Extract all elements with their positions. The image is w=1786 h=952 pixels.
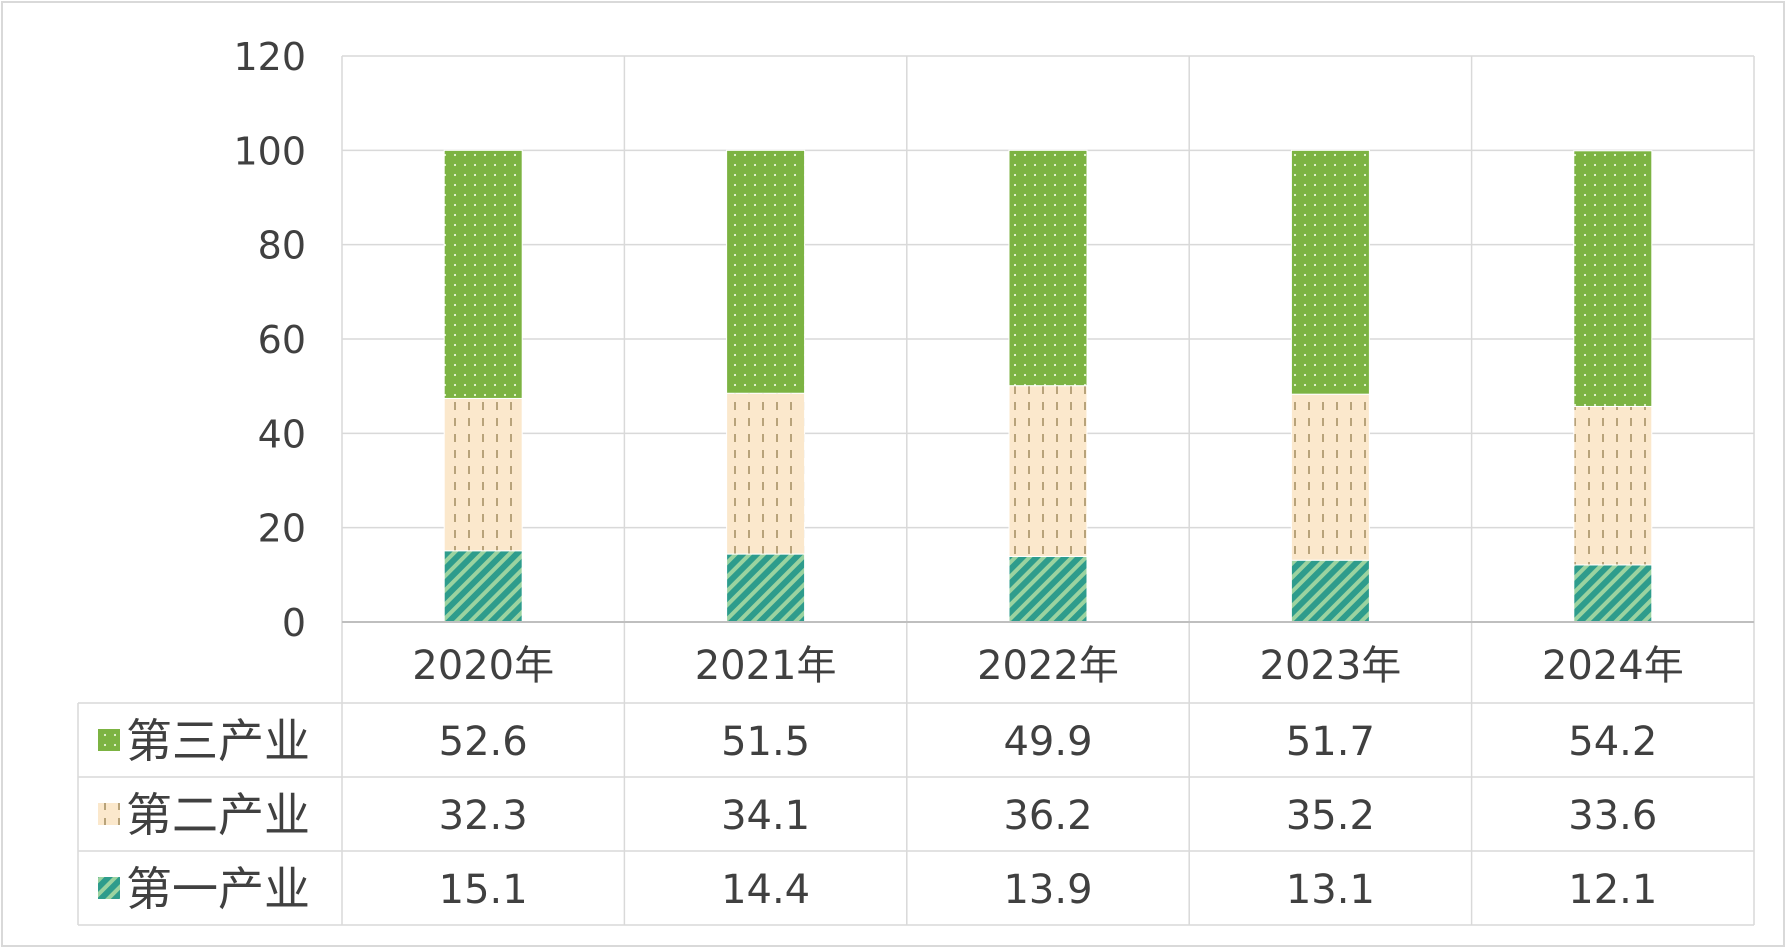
bar-segment — [1290, 559, 1370, 623]
bar-segment — [726, 149, 806, 394]
data-label: 13.1 — [1286, 867, 1375, 913]
bar-segment — [1008, 385, 1088, 557]
x-tick-label: 2022年 — [977, 643, 1119, 689]
y-tick-label: 20 — [258, 507, 306, 551]
bar-segment — [443, 397, 523, 552]
legend-swatch — [98, 877, 120, 899]
data-label: 52.6 — [439, 719, 528, 765]
y-tick-label: 120 — [233, 35, 306, 79]
legend-swatch — [98, 803, 120, 825]
legend-swatch — [98, 729, 120, 751]
data-label: 32.3 — [439, 793, 528, 839]
data-label: 51.7 — [1286, 719, 1375, 765]
data-label: 34.1 — [721, 793, 810, 839]
bar-segment — [726, 553, 806, 623]
data-label: 54.2 — [1568, 719, 1657, 765]
x-tick-label: 2020年 — [412, 643, 554, 689]
data-label: 35.2 — [1286, 793, 1375, 839]
bar-segment — [443, 149, 523, 399]
data-label: 36.2 — [1003, 793, 1092, 839]
bar-segment — [1573, 150, 1653, 407]
x-tick-label: 2023年 — [1260, 643, 1402, 689]
x-tick-label: 2021年 — [695, 643, 837, 689]
legend-series-name: 第一产业 — [126, 862, 310, 916]
data-label: 51.5 — [721, 719, 810, 765]
bar-segment — [1573, 564, 1653, 623]
legend-series-name: 第二产业 — [126, 788, 310, 842]
y-tick-label: 40 — [258, 412, 306, 456]
y-tick-label: 80 — [258, 224, 306, 268]
data-label: 13.9 — [1003, 867, 1092, 913]
bar-segment — [1573, 405, 1653, 566]
legend-series-name: 第三产业 — [126, 714, 310, 768]
data-label: 14.4 — [721, 867, 810, 913]
data-label: 15.1 — [439, 867, 528, 913]
bar-segment — [726, 392, 806, 555]
data-label: 49.9 — [1003, 719, 1092, 765]
bar-segment — [443, 550, 523, 623]
bar-segment — [1290, 149, 1370, 395]
y-tick-label: 100 — [233, 129, 306, 173]
data-label: 12.1 — [1568, 867, 1657, 913]
x-tick-label: 2024年 — [1542, 643, 1684, 689]
bar-segment — [1290, 393, 1370, 561]
bar-segment — [1008, 555, 1088, 623]
bar-segment — [1008, 149, 1088, 387]
y-tick-label: 0 — [282, 601, 306, 645]
data-label: 33.6 — [1568, 793, 1657, 839]
y-tick-label: 60 — [258, 318, 306, 362]
